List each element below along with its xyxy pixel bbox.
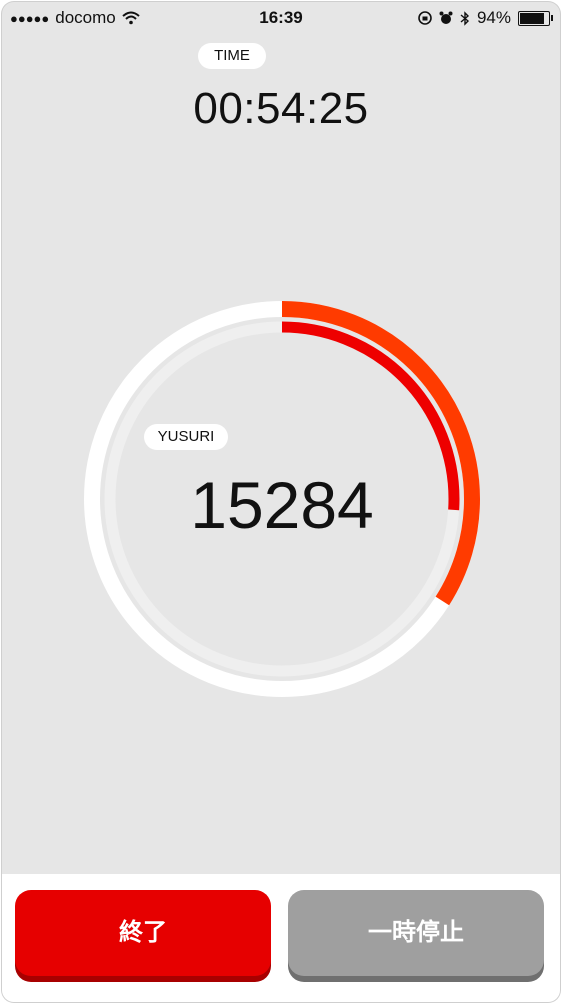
battery-icon [518, 10, 553, 26]
alarm-icon [439, 11, 453, 24]
rotation-lock-icon [418, 11, 432, 25]
end-button[interactable]: 終了 [15, 890, 271, 976]
battery-fill [520, 12, 545, 24]
bottom-bar: 終了 一時停止 [2, 874, 560, 1002]
status-right: 94% [418, 8, 553, 28]
yusuri-label: YUSURI [144, 424, 228, 450]
inner-progress-arc [104, 321, 460, 677]
pause-button[interactable]: 一時停止 [288, 890, 544, 976]
bluetooth-icon [460, 10, 469, 26]
yusuri-count: 15284 [190, 468, 374, 542]
battery-percentage: 94% [476, 8, 511, 27]
progress-ring [84, 301, 480, 697]
status-bar: ●●●●● docomo 16:39 94% [2, 2, 560, 32]
elapsed-time: 00:54:25 [193, 84, 369, 133]
outer-progress-arc [84, 301, 480, 697]
wifi-icon [122, 11, 140, 25]
status-left: ●●●●● docomo [10, 8, 140, 28]
signal-strength-icon: ●●●●● [10, 10, 50, 26]
status-time: 16:39 [259, 8, 303, 27]
time-label: TIME [198, 43, 266, 69]
carrier-name: docomo [55, 8, 116, 27]
